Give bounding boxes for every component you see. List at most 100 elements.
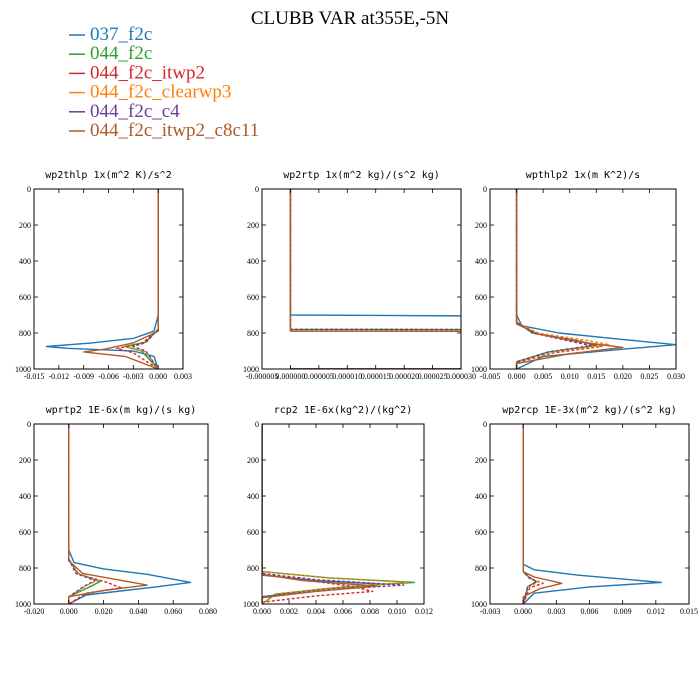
series-group [289, 189, 461, 369]
x-tick-label: 0.000 [253, 607, 271, 616]
x-tick-label: 0.004 [307, 607, 325, 616]
x-tick-label: -0.000005 [246, 372, 279, 381]
chart-panel: wp2rtp 1x(m^2 kg)/(s^2 kg) 0 200 400 600 800 1… [243, 170, 476, 381]
series-line-044_f2c [124, 189, 159, 369]
y-tick-label: 200 [19, 456, 31, 465]
series-group [262, 424, 416, 604]
series-line-044_f2c [289, 189, 461, 369]
plot-frame [33, 188, 184, 370]
y-tick-label: 1000 [15, 365, 31, 374]
legend-item: 044_f2c_c4 [69, 101, 180, 122]
y-tick-label: 1000 [471, 600, 487, 609]
legend-item: 044_f2c [69, 43, 152, 64]
x-tick-label: 0.010 [388, 607, 406, 616]
series-line-044_f2c_itwp2 [68, 424, 122, 604]
x-tick-label: -0.009 [73, 372, 94, 381]
x-tick-label: 0.003 [547, 607, 565, 616]
y-tick-label: 800 [475, 564, 487, 573]
y-tick-label: 400 [475, 257, 487, 266]
legend-item: 037_f2c [69, 24, 152, 45]
x-tick-label: 0.000005 [304, 372, 334, 381]
x-tick-label: 0.020 [95, 607, 113, 616]
x-tick-label: 0.006 [581, 607, 599, 616]
x-tick-label: 0.002 [280, 607, 298, 616]
x-tick-label: 0.005 [534, 372, 552, 381]
legend-label: 044_f2c_c4 [90, 101, 180, 122]
y-tick-label: 800 [247, 564, 259, 573]
y-tick-label: 1000 [471, 365, 487, 374]
y-tick-label: 200 [475, 456, 487, 465]
series-line-044_f2c_clearwp3 [515, 189, 611, 369]
legend: 037_f2c044_f2c044_f2c_itwp2044_f2c_clear… [69, 24, 259, 141]
chart-panel: wprtp2 1E-6x(m kg)/(s kg) 0 200 400 600 800 10… [15, 405, 217, 616]
x-tick-label: 0.040 [129, 607, 147, 616]
y-tick-label: 0 [255, 420, 259, 429]
x-tick-label: 0.012 [415, 607, 433, 616]
x-tick-label: -0.020 [24, 607, 45, 616]
y-tick-label: 400 [247, 492, 259, 501]
y-tick-label: 600 [475, 293, 487, 302]
legend-item: 044_f2c_itwp2_c8c11 [69, 120, 259, 141]
series-line-044_f2c_itwp2_c8c11 [83, 189, 159, 369]
x-tick-label: 0.030 [667, 372, 685, 381]
panel-title: wprtp2 1E-6x(m kg)/(s kg) [46, 405, 197, 416]
panel-title: wp2rcp 1E-3x(m^2 kg)/(s^2 kg) [502, 405, 677, 416]
chart-panel: rcp2 1E-6x(kg^2)/(kg^2) 0 200 400 600 800 1000… [243, 405, 433, 616]
series-line-044_f2c_itwp2_c8c11 [262, 424, 378, 604]
series-line-044_f2c_clearwp3 [262, 424, 409, 604]
x-tick-label: 0.009 [614, 607, 632, 616]
x-tick-label: -0.015 [24, 372, 45, 381]
series-line-037_f2c [522, 424, 663, 604]
x-tick-label: 0.000 [149, 372, 167, 381]
series-line-044_f2c_itwp2 [116, 189, 159, 369]
y-tick-label: 400 [19, 257, 31, 266]
y-tick-label: 600 [19, 293, 31, 302]
chart-panel: wp2rcp 1E-3x(m^2 kg)/(s^2 kg) 0 200 400 600 8… [471, 405, 698, 616]
x-tick-label: 0.012 [647, 607, 665, 616]
x-tick-label: -0.003 [480, 607, 501, 616]
series-line-037_f2c [45, 189, 159, 369]
chart-panels: wp2thlp 1x(m^2 K)/s^202004006008001000-0… [15, 170, 698, 616]
series-line-044_f2c_c4 [515, 189, 592, 369]
panel-title: wpthlp2 1x(m K^2)/s [526, 170, 640, 181]
y-tick-label: 0 [27, 185, 31, 194]
y-tick-label: 200 [247, 456, 259, 465]
series-group [522, 424, 663, 604]
series-line-037_f2c [68, 424, 192, 604]
chart-panel: wp2thlp 1x(m^2 K)/s^202004006008001000-0… [15, 170, 192, 381]
x-tick-label: -0.006 [98, 372, 119, 381]
x-tick-label: 0.000020 [389, 372, 419, 381]
series-line-044_f2c_c4 [289, 189, 461, 369]
y-tick-label: 1000 [15, 600, 31, 609]
series-line-044_f2c_itwp2 [289, 189, 461, 369]
x-tick-label: -0.003 [123, 372, 144, 381]
x-tick-label: 0.000030 [446, 372, 476, 381]
x-tick-label: -0.005 [480, 372, 501, 381]
x-tick-label: -0.012 [48, 372, 69, 381]
legend-item: 044_f2c_itwp2 [69, 62, 205, 83]
panel-title: wp2rtp 1x(m^2 kg)/(s^2 kg) [283, 170, 440, 181]
legend-label: 044_f2c_clearwp3 [90, 82, 231, 103]
y-tick-label: 200 [475, 221, 487, 230]
x-tick-label: 0.008 [361, 607, 379, 616]
x-tick-label: 0.000010 [332, 372, 362, 381]
series-line-044_f2c_itwp2 [515, 189, 603, 369]
x-tick-label: 0.060 [164, 607, 182, 616]
legend-item: 044_f2c_clearwp3 [69, 82, 231, 103]
x-tick-label: 0.000 [508, 372, 526, 381]
y-tick-label: 800 [19, 564, 31, 573]
series-group [68, 424, 192, 604]
legend-label: 044_f2c_itwp2_c8c11 [90, 120, 259, 141]
x-tick-label: 0.000025 [418, 372, 448, 381]
series-line-044_f2c_itwp2_c8c11 [68, 424, 148, 604]
y-tick-label: 600 [247, 293, 259, 302]
x-tick-label: 0.010 [561, 372, 579, 381]
panel-title: wp2thlp 1x(m^2 K)/s^2 [45, 170, 171, 181]
x-tick-label: 0.003 [174, 372, 192, 381]
figure-title: CLUBB VAR at355E,-5N [251, 8, 450, 29]
legend-label: 044_f2c_itwp2 [90, 62, 205, 83]
y-tick-label: 200 [247, 221, 259, 230]
series-line-044_f2c_itwp2_c8c11 [522, 424, 563, 604]
plot-frame [261, 188, 462, 370]
